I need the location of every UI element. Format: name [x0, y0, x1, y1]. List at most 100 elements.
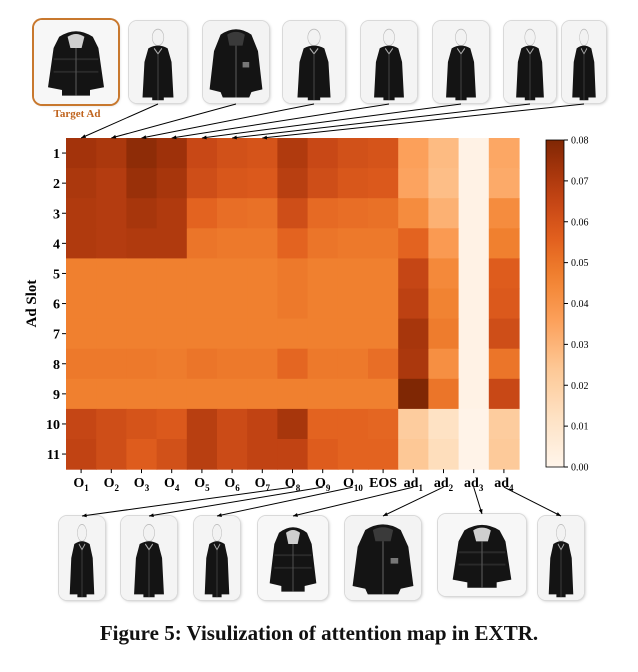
heatmap-cell	[398, 168, 429, 199]
heatmap-cell	[337, 198, 369, 229]
y-tick-label: 3	[53, 207, 60, 222]
heatmap-cell	[488, 348, 520, 380]
connector-arrowhead	[262, 135, 268, 140]
item-o9-image	[121, 516, 177, 600]
heatmap-cell	[428, 439, 460, 470]
heatmap-cell	[217, 138, 248, 169]
connector-line	[141, 103, 315, 139]
heatmap-cell	[307, 348, 339, 380]
heatmap-cell	[126, 288, 158, 320]
heatmap-cell	[398, 348, 429, 380]
y-tick-label: 5	[53, 267, 60, 282]
heatmap-cell	[307, 198, 339, 229]
heatmap-cell	[217, 439, 248, 470]
item-o1-image	[129, 21, 187, 103]
connector-line	[216, 486, 354, 517]
connector-arrowhead	[201, 135, 207, 140]
heatmap-cell	[96, 348, 127, 380]
heatmap-cell	[217, 198, 248, 229]
coat-model-icon	[59, 516, 105, 600]
heatmap-cell	[458, 378, 490, 410]
x-tick-label: ad2	[434, 476, 454, 493]
x-tick-label: O8	[285, 476, 301, 493]
heatmap-cell	[368, 138, 399, 169]
heatmap-cell	[126, 168, 158, 199]
heatmap-cell	[217, 228, 248, 259]
jacket-icon	[203, 21, 269, 103]
heatmap-cell	[96, 138, 127, 169]
y-tick-label: 4	[53, 237, 60, 252]
heatmap-cell	[368, 228, 399, 259]
heatmap-cell	[368, 258, 399, 290]
colorbar-tick-label: 0.00	[571, 463, 589, 474]
heatmap-cell	[126, 318, 158, 350]
heatmap-cell	[307, 138, 339, 169]
heatmap-cell	[307, 168, 339, 199]
x-tick-label: ad3	[464, 476, 484, 493]
heatmap-cell	[428, 228, 460, 259]
heatmap-cell	[458, 288, 490, 320]
heatmap-cell	[247, 378, 278, 410]
connector-arrowhead	[556, 512, 561, 516]
y-tick-label: 8	[53, 358, 60, 373]
heatmap-cell	[186, 138, 218, 169]
coat-model-icon	[121, 516, 177, 600]
heatmap-cell	[337, 228, 369, 259]
heatmap-cell	[186, 168, 218, 199]
heatmap-cell	[156, 288, 188, 320]
connector-line	[292, 486, 414, 517]
heatmap-cell	[247, 348, 278, 380]
heatmap-cell	[398, 378, 429, 410]
heatmap-cell	[458, 168, 490, 199]
heatmap-cell	[247, 168, 278, 199]
x-tick-label: O7	[255, 476, 271, 493]
x-tick-label: ad1	[404, 476, 424, 493]
target-ad-image	[34, 20, 118, 104]
colorbar-tick-label: 0.04	[571, 299, 589, 310]
heatmap-cell	[428, 198, 460, 229]
coat-model-icon	[562, 21, 606, 103]
connector-line	[262, 103, 585, 139]
connector-line	[111, 103, 237, 139]
colorbar-tick-label: 0.06	[571, 217, 589, 228]
puffer-jacket-icon	[34, 20, 118, 104]
connector-lines	[80, 103, 585, 518]
item-o4-image	[361, 21, 417, 103]
heatmap-cells	[66, 138, 520, 470]
heatmap-cell	[126, 439, 158, 470]
heatmap-cell	[66, 288, 97, 320]
heatmap-cell	[277, 439, 309, 470]
heatmap-cell	[428, 138, 460, 169]
heatmap-cell	[96, 288, 127, 320]
heatmap-cell	[96, 198, 127, 229]
heatmap-cell	[126, 408, 158, 440]
heatmap-cell	[368, 198, 399, 229]
heatmap-cell	[66, 168, 97, 199]
heatmap-cell	[337, 288, 369, 320]
connector-line	[81, 486, 293, 517]
heatmap-cell	[458, 138, 490, 169]
heatmap-cell	[186, 439, 218, 470]
heatmap-cell	[126, 378, 158, 410]
puffer-jacket-icon	[258, 516, 328, 600]
x-tick-label: O5	[194, 476, 210, 493]
x-tick-label: O10	[343, 476, 363, 493]
heatmap-cell	[368, 318, 399, 350]
heatmap-cell	[368, 168, 399, 199]
connector-line	[171, 103, 390, 139]
heatmap-cell	[247, 138, 278, 169]
heatmap-cell	[96, 318, 127, 350]
heatmap-cell	[186, 258, 218, 290]
heatmap-cell	[247, 318, 278, 350]
heatmap-cell	[156, 138, 188, 169]
heatmap-cell	[186, 348, 218, 380]
figure-caption: Figure 5: Visulization of attention map …	[99, 621, 539, 645]
puffer-jacket-icon	[438, 514, 526, 596]
heatmap-cell	[126, 258, 158, 290]
item-o5-image	[433, 21, 489, 103]
colorbar	[545, 139, 565, 468]
heatmap-cell	[247, 228, 278, 259]
heatmap-cell	[277, 168, 309, 199]
heatmap-cell	[337, 439, 369, 470]
